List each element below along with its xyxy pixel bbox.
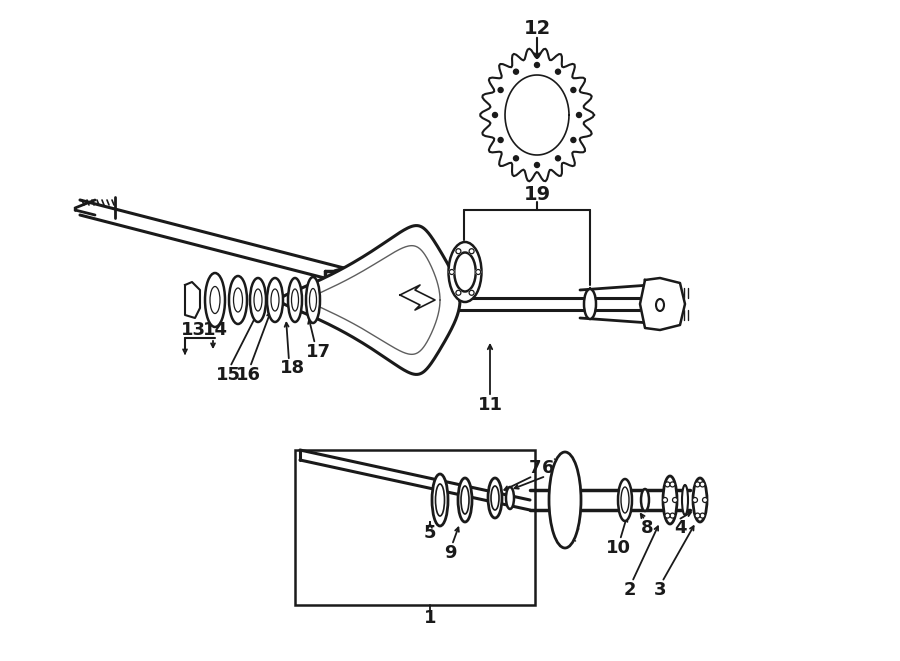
Ellipse shape <box>693 478 707 522</box>
Text: 14: 14 <box>202 321 228 339</box>
Circle shape <box>469 249 474 254</box>
Circle shape <box>670 482 675 487</box>
Circle shape <box>571 87 576 93</box>
Circle shape <box>700 482 705 487</box>
Text: 3: 3 <box>653 581 666 599</box>
Ellipse shape <box>254 289 262 311</box>
Text: 4: 4 <box>674 519 686 537</box>
Ellipse shape <box>506 487 514 509</box>
Ellipse shape <box>621 487 629 513</box>
Ellipse shape <box>584 289 596 319</box>
Ellipse shape <box>210 286 220 313</box>
Text: 12: 12 <box>524 19 551 38</box>
Text: 17: 17 <box>305 343 330 361</box>
Circle shape <box>555 156 561 161</box>
Circle shape <box>469 290 474 295</box>
Circle shape <box>695 513 700 518</box>
Ellipse shape <box>229 276 247 324</box>
Polygon shape <box>481 49 594 181</box>
Circle shape <box>555 69 561 74</box>
Ellipse shape <box>458 478 472 522</box>
Ellipse shape <box>250 278 266 322</box>
Ellipse shape <box>682 485 688 515</box>
Ellipse shape <box>271 289 279 311</box>
Circle shape <box>692 498 698 502</box>
Circle shape <box>665 513 670 518</box>
Ellipse shape <box>491 486 499 510</box>
Text: 7: 7 <box>529 459 541 477</box>
Circle shape <box>476 270 481 274</box>
Circle shape <box>456 290 461 295</box>
Text: 8: 8 <box>641 519 653 537</box>
Text: 2: 2 <box>624 581 636 599</box>
Circle shape <box>535 63 539 67</box>
Circle shape <box>449 270 454 274</box>
Ellipse shape <box>267 278 283 322</box>
Ellipse shape <box>448 242 482 302</box>
Circle shape <box>449 270 454 274</box>
Ellipse shape <box>306 277 320 323</box>
Polygon shape <box>505 75 569 155</box>
Bar <box>295 450 535 605</box>
Circle shape <box>492 112 498 118</box>
Circle shape <box>498 137 503 143</box>
Ellipse shape <box>656 299 664 311</box>
Ellipse shape <box>454 253 476 292</box>
Circle shape <box>662 498 668 502</box>
Polygon shape <box>640 278 685 330</box>
Text: 10: 10 <box>606 539 631 557</box>
Ellipse shape <box>488 478 502 518</box>
Ellipse shape <box>432 474 448 526</box>
Text: 13: 13 <box>181 321 205 339</box>
Text: 19: 19 <box>524 186 551 204</box>
Ellipse shape <box>641 489 649 511</box>
Circle shape <box>469 290 474 295</box>
Ellipse shape <box>549 452 581 548</box>
Circle shape <box>498 87 503 93</box>
Text: 1: 1 <box>424 609 436 627</box>
Circle shape <box>456 249 461 254</box>
Circle shape <box>670 513 675 518</box>
Ellipse shape <box>233 288 242 312</box>
Text: 11: 11 <box>478 396 502 414</box>
Polygon shape <box>280 225 460 374</box>
Circle shape <box>700 513 705 518</box>
Circle shape <box>672 498 678 502</box>
Text: 18: 18 <box>281 359 306 377</box>
Text: 6: 6 <box>542 459 554 477</box>
Polygon shape <box>400 285 435 310</box>
Circle shape <box>514 69 518 74</box>
Ellipse shape <box>618 479 632 521</box>
Text: 5: 5 <box>424 524 436 542</box>
Ellipse shape <box>461 486 469 514</box>
Ellipse shape <box>288 278 302 322</box>
Circle shape <box>514 156 518 161</box>
Ellipse shape <box>205 273 225 327</box>
Circle shape <box>535 163 539 167</box>
Ellipse shape <box>663 476 677 524</box>
Ellipse shape <box>292 289 299 311</box>
Circle shape <box>469 249 474 254</box>
Circle shape <box>695 482 700 487</box>
Polygon shape <box>185 282 200 318</box>
Ellipse shape <box>310 288 317 311</box>
Text: 16: 16 <box>236 366 260 384</box>
Circle shape <box>456 249 461 254</box>
Circle shape <box>476 270 481 274</box>
Circle shape <box>703 498 707 502</box>
Text: 9: 9 <box>444 544 456 562</box>
Circle shape <box>577 112 581 118</box>
Circle shape <box>665 482 670 487</box>
Ellipse shape <box>436 484 445 516</box>
Circle shape <box>571 137 576 143</box>
Circle shape <box>456 290 461 295</box>
Text: 15: 15 <box>215 366 240 384</box>
